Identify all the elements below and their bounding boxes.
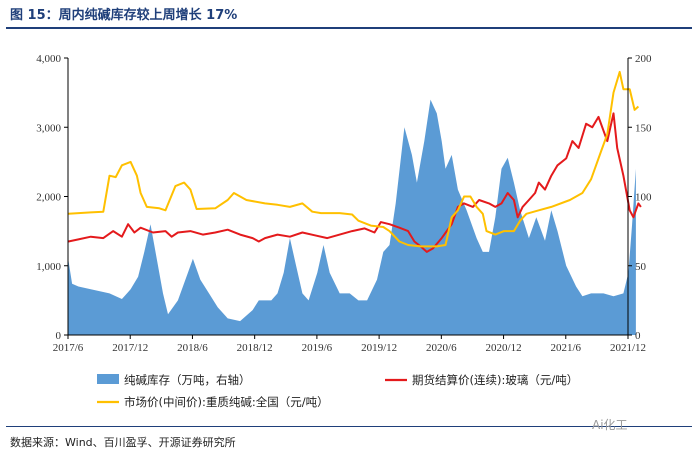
source-note: 数据来源：Wind、百川盈孚、开源证券研究所	[10, 436, 236, 449]
x-tick-label: 2017/6	[53, 342, 84, 354]
left-tick-label: 2,000	[36, 192, 61, 204]
right-tick-label: 100	[635, 192, 652, 204]
x-tick-label: 2020/12	[486, 342, 522, 354]
legend-inventory-swatch	[97, 374, 119, 384]
x-tick-label: 2020/6	[426, 342, 457, 354]
x-tick-label: 2017/12	[112, 342, 148, 354]
legend-soda-label: 市场价(中间价):重质纯碱:全国（元/吨）	[124, 395, 329, 409]
x-tick-label: 2018/6	[177, 342, 208, 354]
footer-divider	[6, 426, 692, 427]
left-tick-label: 0	[56, 330, 62, 342]
x-tick-label: 2021/12	[610, 342, 646, 354]
legend: 纯碱库存（万吨，右轴） 期货结算价(连续):玻璃（元/吨） 市场价(中间价):重质纯…	[97, 373, 578, 409]
watermark: Ai化工	[592, 418, 628, 432]
x-tick-label: 2019/12	[361, 342, 397, 354]
title-divider	[6, 27, 692, 29]
right-tick-label: 150	[635, 122, 652, 134]
legend-glass-label: 期货结算价(连续):玻璃（元/吨）	[412, 373, 578, 387]
x-tick-label: 2018/12	[237, 342, 273, 354]
x-tick-label: 2019/6	[302, 342, 333, 354]
left-tick-label: 1,000	[36, 261, 61, 273]
left-tick-label: 4,000	[36, 53, 61, 65]
inventory-area	[68, 99, 636, 335]
x-tick-label: 2021/6	[550, 342, 581, 354]
right-tick-label: 0	[635, 330, 641, 342]
chart-title: 图 15：周内纯碱库存较上周增长 17%	[10, 8, 238, 23]
legend-inventory-label: 纯碱库存（万吨，右轴）	[124, 373, 251, 387]
glass-futures-line	[68, 112, 642, 253]
soda-ash-price-line	[68, 70, 640, 248]
left-tick-label: 3,000	[36, 122, 61, 134]
right-tick-label: 50	[635, 261, 647, 273]
right-tick-label: 200	[635, 53, 652, 65]
plot-area	[68, 70, 642, 335]
axes: 0 1,000 2,000 3,000 4,000 0 50 100 150 200 2017/6 2…	[36, 53, 652, 354]
